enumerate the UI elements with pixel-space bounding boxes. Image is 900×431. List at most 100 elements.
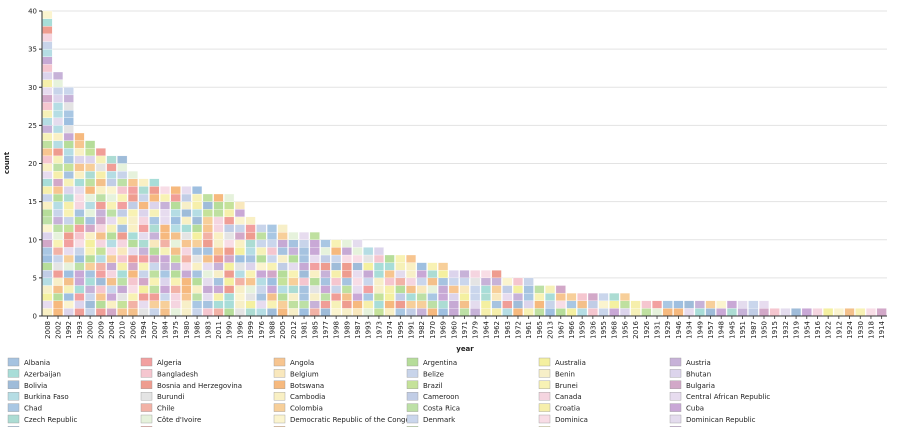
- bar-segment: [149, 216, 160, 225]
- bar-segment: [42, 94, 53, 103]
- legend-item[interactable]: Central African Republic: [669, 392, 770, 401]
- bar-segment: [213, 270, 224, 279]
- bar-segment: [780, 308, 791, 317]
- bar-segment: [266, 308, 277, 317]
- x-tick-label: 2010: [119, 321, 127, 339]
- legend-item[interactable]: Bolivia: [7, 380, 47, 390]
- bar-segment: [63, 193, 74, 202]
- legend-item[interactable]: Denmark: [406, 414, 456, 424]
- y-tick-label: 30: [28, 84, 37, 92]
- bar-segment: [224, 262, 235, 271]
- bar-segment: [42, 132, 53, 141]
- bar-segment: [384, 292, 395, 301]
- bar-segment: [63, 117, 74, 126]
- bar: [769, 308, 780, 317]
- bar-segment: [523, 277, 534, 286]
- bar: [192, 186, 203, 317]
- bar-segment: [341, 308, 352, 317]
- bar-segment: [95, 224, 106, 233]
- bar-segment: [491, 308, 502, 317]
- legend-item[interactable]: Belgium: [273, 369, 319, 378]
- bar: [748, 300, 759, 317]
- legend-item[interactable]: Brunei: [538, 380, 578, 390]
- legend-item[interactable]: Brazil: [406, 380, 443, 390]
- legend-item[interactable]: Croatia: [538, 403, 580, 413]
- bar-segment: [85, 216, 96, 225]
- bar-segment: [74, 216, 85, 225]
- bar: [791, 308, 802, 317]
- bar-segment: [534, 308, 545, 317]
- bar-segment: [299, 308, 310, 317]
- legend-item[interactable]: Botswana: [273, 380, 324, 390]
- bar: [876, 308, 887, 317]
- bar-segment: [448, 285, 459, 294]
- bar: [63, 87, 74, 317]
- legend-item[interactable]: Angola: [273, 357, 314, 367]
- bar-segment: [170, 262, 181, 271]
- bar: [85, 140, 96, 317]
- legend-item[interactable]: Costa Rica: [406, 403, 460, 413]
- bar-segment: [598, 308, 609, 317]
- bar-segment: [160, 300, 171, 309]
- bar-segment: [117, 155, 128, 164]
- legend-item[interactable]: Benin: [538, 369, 575, 378]
- bar-segment: [127, 300, 138, 309]
- bar-segment: [160, 224, 171, 233]
- bar-segment: [42, 270, 53, 279]
- legend-item[interactable]: Algeria: [140, 357, 182, 367]
- legend-item[interactable]: Australia: [538, 357, 586, 367]
- bar-segment: [170, 186, 181, 195]
- legend-item[interactable]: Bangladesh: [140, 369, 198, 378]
- legend-item[interactable]: Burkina Faso: [7, 392, 69, 401]
- legend-item[interactable]: Chad: [7, 403, 42, 413]
- legend-item[interactable]: Argentina: [406, 357, 457, 367]
- legend-item[interactable]: Albania: [7, 357, 50, 367]
- bar: [844, 308, 855, 317]
- legend-item[interactable]: Bulgaria: [669, 380, 715, 390]
- bar: [74, 132, 85, 317]
- bar-segment: [673, 300, 684, 309]
- legend-item[interactable]: Burundi: [140, 392, 184, 401]
- legend-item[interactable]: Democratic Republic of the Congo: [273, 414, 410, 424]
- legend-swatch: [140, 403, 153, 412]
- legend-item[interactable]: Bosnia and Herzegovina: [140, 380, 242, 390]
- bar: [224, 193, 235, 317]
- legend-item[interactable]: Azerbaijan: [7, 369, 61, 378]
- x-tick-label: 2009: [97, 321, 105, 339]
- legend-item[interactable]: Chile: [140, 403, 175, 413]
- bar-segment: [427, 285, 438, 294]
- bar-segment: [170, 193, 181, 202]
- legend-item[interactable]: Colombia: [273, 403, 323, 413]
- bar-segment: [512, 285, 523, 294]
- bar-segment: [74, 148, 85, 157]
- legend-item[interactable]: Dominica: [538, 414, 588, 424]
- legend-item[interactable]: Côte d'Ivoire: [140, 414, 201, 424]
- bar-segment: [127, 216, 138, 225]
- bar-segment: [406, 270, 417, 279]
- bar: [855, 308, 866, 317]
- bar-segment: [470, 292, 481, 301]
- legend-item[interactable]: Cuba: [669, 403, 704, 413]
- legend-label: Burkina Faso: [24, 393, 69, 401]
- legend-item[interactable]: Belize: [406, 369, 444, 378]
- legend-item[interactable]: Cambodia: [273, 392, 325, 401]
- bar: [780, 308, 791, 317]
- legend-swatch: [669, 392, 682, 401]
- bar-segment: [224, 209, 235, 218]
- bar-segment: [106, 254, 117, 263]
- legend-item[interactable]: Canada: [538, 392, 582, 401]
- legend-item[interactable]: Czech Republic: [7, 414, 77, 424]
- bar-segment: [53, 178, 64, 187]
- bar-segment: [127, 239, 138, 248]
- bar-segment: [138, 231, 149, 240]
- bar-segment: [245, 216, 256, 225]
- legend-item[interactable]: Austria: [669, 357, 711, 367]
- legend-item[interactable]: Cameroon: [406, 392, 459, 401]
- bar-segment: [555, 308, 566, 317]
- legend-item[interactable]: Dominican Republic: [669, 414, 756, 424]
- bar-segment: [341, 300, 352, 309]
- bar-segment: [266, 277, 277, 286]
- bar-segment: [106, 209, 117, 218]
- y-tick-label: 35: [28, 46, 37, 54]
- legend-item[interactable]: Bhutan: [669, 369, 711, 378]
